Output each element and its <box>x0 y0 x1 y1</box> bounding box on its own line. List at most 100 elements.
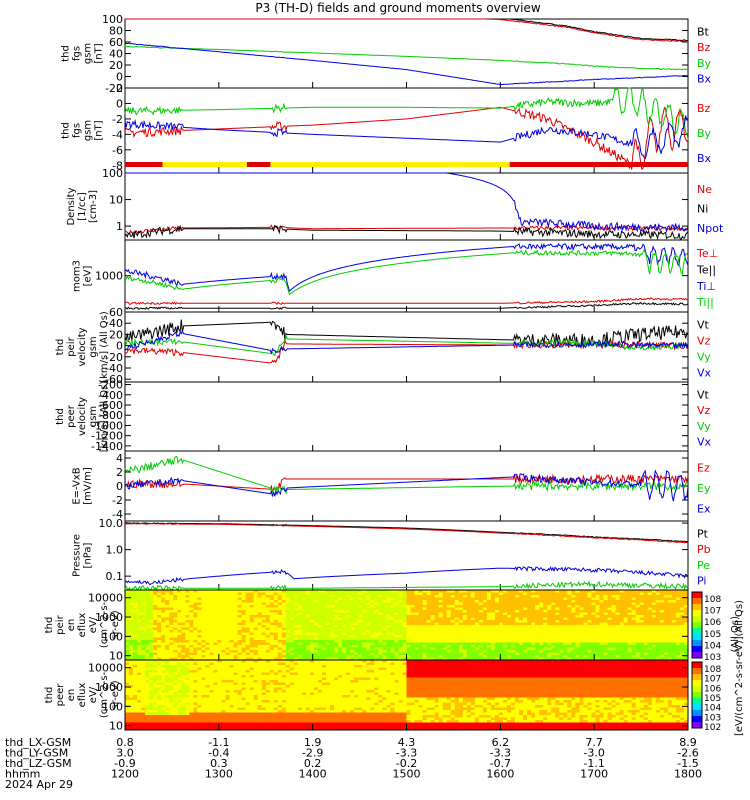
heatmap-cell <box>342 630 347 633</box>
heatmap-cell <box>125 722 130 726</box>
heatmap-cell <box>354 640 359 643</box>
heatmap-cell <box>639 652 645 656</box>
heatmap-cell <box>209 662 214 666</box>
heatmap-cell <box>647 617 653 621</box>
heatmap-cell <box>342 592 347 596</box>
heatmap-cell <box>683 642 689 646</box>
heatmap-cell <box>587 632 592 636</box>
heatmap-cell <box>338 602 343 606</box>
heatmap-cell <box>125 657 130 661</box>
heatmap-cell <box>434 625 440 628</box>
heatmap-cell <box>237 595 243 598</box>
heatmap-cell <box>390 595 395 598</box>
heatmap-cell <box>153 695 158 698</box>
heatmap-cell <box>507 612 512 616</box>
heatmap-cell <box>482 617 488 621</box>
heatmap-cell <box>141 595 146 598</box>
heatmap-cell <box>663 647 669 651</box>
heatmap-cell <box>402 590 407 593</box>
heatmap-cell <box>350 590 355 593</box>
heatmap-cell <box>434 642 440 646</box>
heatmap-cell <box>398 605 403 608</box>
heatmap-cell <box>221 635 227 638</box>
heatmap-cell <box>671 620 677 623</box>
heatmap-cell <box>607 642 613 646</box>
y-tick-label: 100 <box>102 167 123 180</box>
heatmap-cell <box>318 617 323 621</box>
heatmap-cell <box>225 652 231 656</box>
heatmap-cell <box>507 650 512 653</box>
heatmap-cell <box>157 615 162 618</box>
heatmap-cell <box>257 657 263 661</box>
heatmap-cell <box>671 650 677 653</box>
heatmap-cell <box>450 645 456 648</box>
heatmap-cell <box>386 617 391 621</box>
heatmap-cell <box>281 620 287 623</box>
heatmap-cell <box>543 602 548 606</box>
heatmap-cell <box>631 625 637 628</box>
heatmap-cell <box>165 670 170 673</box>
heatmap-cell <box>543 610 548 613</box>
y-tick-label: -600 <box>98 399 123 412</box>
heatmap-cell <box>378 620 383 623</box>
heatmap-cell <box>177 657 182 661</box>
heatmap-cell <box>125 710 130 713</box>
heatmap-cell <box>209 610 214 613</box>
heatmap-cell <box>599 650 605 653</box>
heatmap-cell <box>406 605 412 608</box>
heatmap-cell <box>314 632 319 636</box>
heatmap-cell <box>362 630 367 633</box>
heatmap-cell <box>314 597 319 601</box>
heatmap-cell <box>603 632 609 636</box>
heatmap-cell <box>217 680 223 683</box>
heatmap-cell <box>551 607 556 611</box>
heatmap-cell <box>531 607 536 611</box>
heatmap-cell <box>233 640 239 643</box>
heatmap-cell <box>426 607 432 611</box>
heatmap-cell <box>225 722 231 726</box>
heatmap-cell <box>422 602 428 606</box>
heatmap-cell <box>543 590 548 593</box>
heatmap-cell <box>627 622 633 626</box>
heatmap-cell <box>289 600 295 603</box>
heatmap-cell <box>289 607 295 611</box>
heatmap-cell <box>446 627 452 631</box>
heatmap-cell <box>611 650 617 653</box>
heatmap-cell <box>334 650 339 653</box>
heatmap-cell <box>358 620 363 623</box>
heatmap-cell <box>595 622 601 626</box>
heatmap-cell <box>213 632 218 636</box>
heatmap-cell <box>309 642 315 646</box>
heatmap-cell <box>498 627 504 631</box>
heatmap-cell <box>382 635 387 638</box>
heatmap-cell <box>358 622 363 626</box>
heatmap-cell <box>129 707 134 711</box>
heatmap-cell <box>153 702 158 706</box>
heatmap-cell <box>679 590 685 593</box>
heatmap-cell <box>197 652 202 656</box>
heatmap-cell <box>551 635 556 638</box>
heatmap-cell <box>422 617 428 621</box>
heatmap-cell <box>314 605 319 608</box>
heatmap-cell <box>422 612 428 616</box>
heatmap-cell <box>675 640 681 643</box>
heatmap-cell <box>547 607 552 611</box>
heatmap-cell <box>603 590 609 593</box>
heatmap-cell <box>414 602 420 606</box>
heatmap-cell <box>555 610 560 613</box>
heatmap-cell <box>229 597 235 601</box>
heatmap-cell <box>201 650 206 653</box>
heatmap-cell <box>631 607 637 611</box>
heatmap-cell <box>571 637 576 641</box>
heatmap-cell <box>193 622 198 626</box>
heatmap-cell <box>474 595 480 598</box>
heatmap-cell <box>667 590 673 593</box>
heatmap-cell <box>683 645 689 648</box>
heatmap-cell <box>149 687 154 691</box>
heatmap-cell <box>386 590 391 593</box>
heatmap-cell <box>535 607 540 611</box>
heatmap-cell <box>161 627 166 631</box>
heatmap-cell <box>599 610 605 613</box>
heatmap-cell <box>205 637 210 641</box>
heatmap-cell <box>205 602 210 606</box>
